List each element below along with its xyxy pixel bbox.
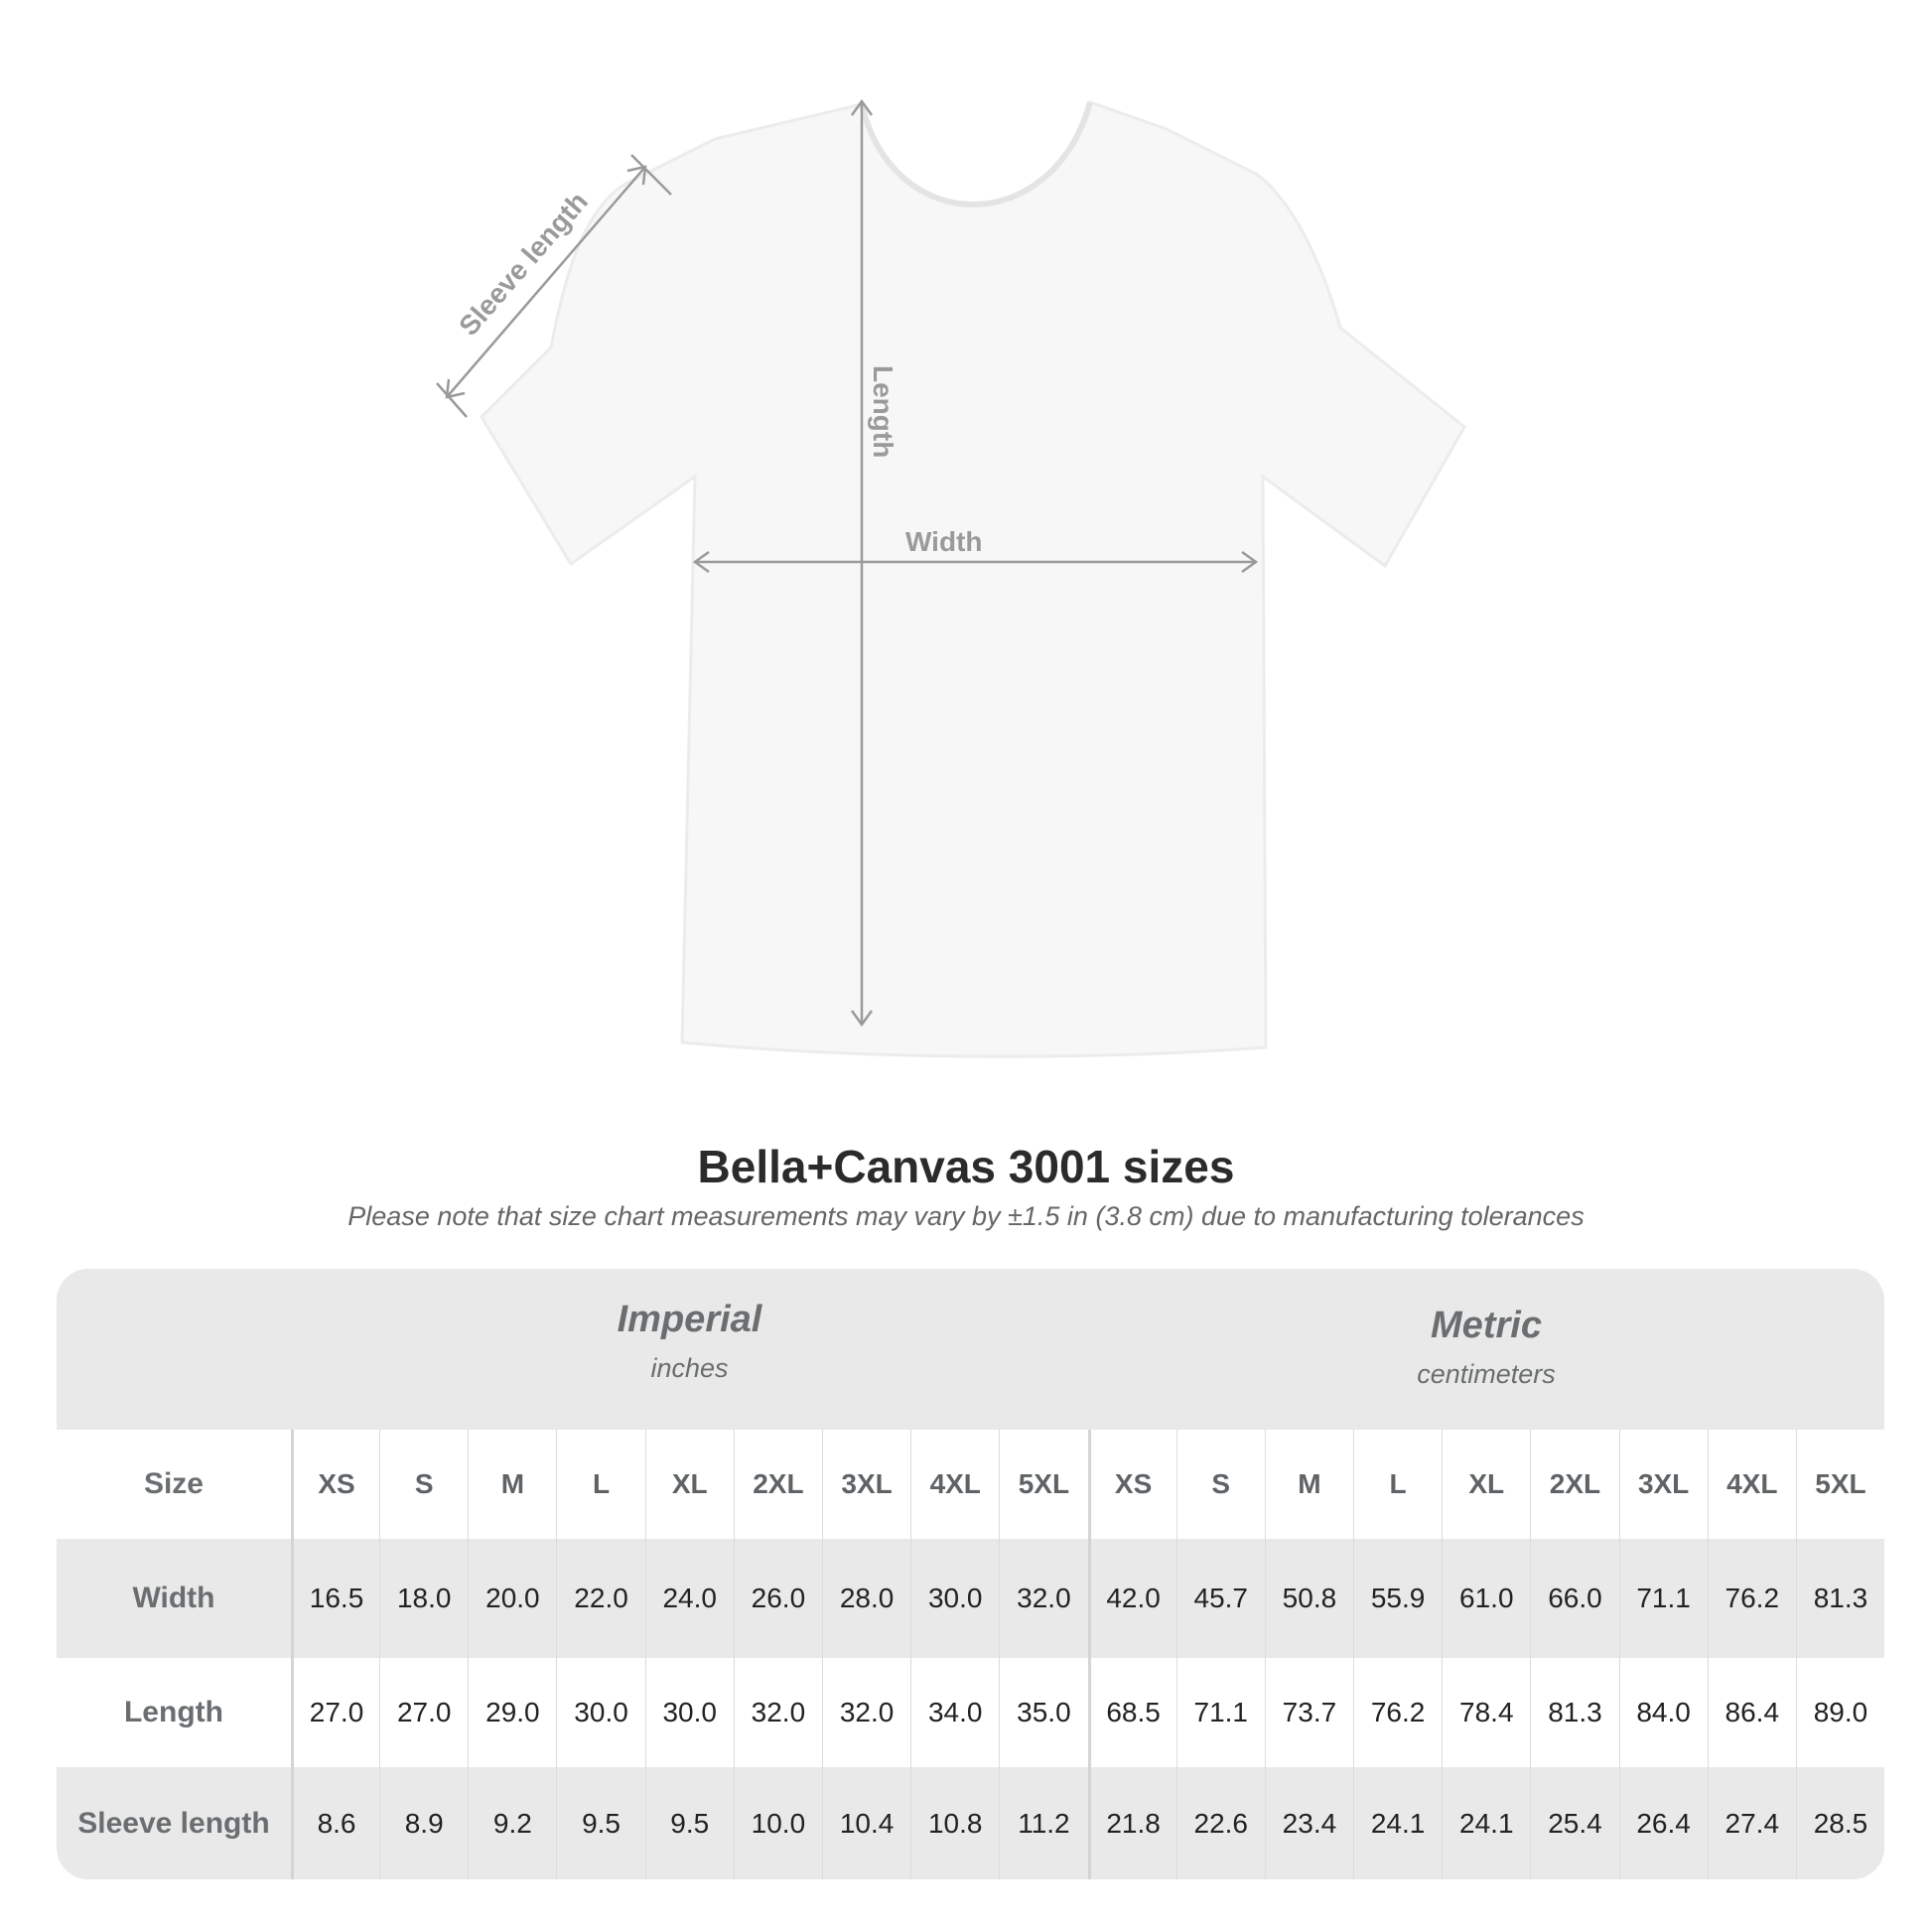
metric-value: 66.0 [1530, 1539, 1618, 1658]
size-imperial-2xl: 2XL [733, 1430, 822, 1539]
size-imperial-3xl: 3XL [821, 1430, 910, 1539]
imperial-value: 27.0 [290, 1658, 379, 1767]
imperial-value: 20.0 [468, 1539, 556, 1658]
table-row: Sleeve length 8.6 8.9 9.2 9.5 9.5 10.0 10.4 10.8… [57, 1767, 1884, 1879]
metric-value: 86.4 [1707, 1658, 1796, 1767]
size-imperial-xl: XL [644, 1430, 734, 1539]
metric-value: 45.7 [1175, 1539, 1265, 1658]
metric-value: 61.0 [1442, 1539, 1530, 1658]
metric-value: 22.6 [1175, 1767, 1265, 1879]
metric-title: Metric [1431, 1305, 1542, 1346]
size-metric-3xl: 3XL [1618, 1430, 1708, 1539]
metric-value: 73.7 [1264, 1658, 1353, 1767]
size-metric-s: S [1175, 1430, 1265, 1539]
metric-value: 78.4 [1442, 1658, 1530, 1767]
size-imperial-m: M [468, 1430, 556, 1539]
metric-value: 71.1 [1175, 1658, 1265, 1767]
metric-value: 26.4 [1618, 1767, 1708, 1879]
imperial-value: 9.2 [468, 1767, 556, 1879]
size-imperial-5xl: 5XL [999, 1430, 1087, 1539]
size-imperial-xs: XS [290, 1430, 379, 1539]
metric-value: 84.0 [1618, 1658, 1708, 1767]
metric-value: 76.2 [1707, 1539, 1796, 1658]
metric-group: Metric centimeters [1088, 1305, 1884, 1390]
size-table: Imperial inches Metric centimeters Size X… [57, 1269, 1884, 1879]
table-row: Width 16.5 18.0 20.0 22.0 24.0 26.0 28.0 30.0 32.… [57, 1539, 1884, 1658]
imperial-value: 35.0 [999, 1658, 1087, 1767]
metric-value: 89.0 [1795, 1658, 1884, 1767]
imperial-value: 8.9 [379, 1767, 468, 1879]
imperial-value: 10.8 [910, 1767, 999, 1879]
imperial-value: 30.0 [910, 1539, 999, 1658]
imperial-value: 32.0 [733, 1658, 822, 1767]
imperial-value: 32.0 [821, 1658, 910, 1767]
metric-value: 50.8 [1264, 1539, 1353, 1658]
imperial-value: 30.0 [644, 1658, 734, 1767]
row-label: Sleeve length [77, 1806, 270, 1840]
tshirt-shape [480, 100, 1466, 1058]
table-row: Length 27.0 27.0 29.0 30.0 30.0 32.0 32.0 34.0 35… [57, 1658, 1884, 1767]
imperial-value: 10.4 [821, 1767, 910, 1879]
page-title: Bella+Canvas 3001 sizes [697, 1141, 1235, 1192]
metric-unit: centimeters [1417, 1359, 1556, 1389]
imperial-value: 26.0 [733, 1539, 822, 1658]
metric-value: 27.4 [1707, 1767, 1796, 1879]
width-label: Width [905, 526, 983, 557]
imperial-value: 9.5 [556, 1767, 644, 1879]
imperial-value: 28.0 [821, 1539, 910, 1658]
tshirt-diagram: Sleeve length Length Width [436, 98, 1466, 1058]
length-label: Length [868, 365, 898, 458]
metric-value: 55.9 [1353, 1539, 1442, 1658]
metric-value: 21.8 [1087, 1767, 1176, 1879]
imperial-value: 27.0 [379, 1658, 468, 1767]
tolerance-note: Please note that size chart measurements… [347, 1201, 1585, 1231]
metric-value: 81.3 [1530, 1658, 1618, 1767]
size-metric-4xl: 4XL [1707, 1430, 1796, 1539]
imperial-value: 11.2 [999, 1767, 1087, 1879]
metric-value: 42.0 [1087, 1539, 1176, 1658]
imperial-value: 30.0 [556, 1658, 644, 1767]
metric-value: 28.5 [1795, 1767, 1884, 1879]
imperial-value: 8.6 [290, 1767, 379, 1879]
size-metric-xl: XL [1442, 1430, 1530, 1539]
row-label: Length [123, 1696, 223, 1728]
size-metric-5xl: 5XL [1795, 1430, 1884, 1539]
metric-value: 81.3 [1795, 1539, 1884, 1658]
imperial-value: 32.0 [999, 1539, 1087, 1658]
imperial-value: 10.0 [733, 1767, 822, 1879]
size-imperial-4xl: 4XL [910, 1430, 999, 1539]
imperial-value: 29.0 [468, 1658, 556, 1767]
row-label: Width [132, 1582, 215, 1614]
size-metric-2xl: 2XL [1530, 1430, 1618, 1539]
imperial-unit: inches [650, 1353, 729, 1383]
metric-value: 24.1 [1442, 1767, 1530, 1879]
size-header-row: Size XS S M L XL 2XL 3XL 4XL 5XL XS S M L XL 2XL 3XL 4XL 5… [57, 1430, 1884, 1539]
imperial-group: Imperial inches [291, 1299, 1088, 1384]
size-label: Size [143, 1467, 204, 1500]
size-metric-l: L [1353, 1430, 1442, 1539]
metric-value: 24.1 [1353, 1767, 1442, 1879]
metric-value: 76.2 [1353, 1658, 1442, 1767]
imperial-value: 16.5 [290, 1539, 379, 1658]
imperial-value: 22.0 [556, 1539, 644, 1658]
metric-value: 23.4 [1264, 1767, 1353, 1879]
size-imperial-l: L [556, 1430, 644, 1539]
size-metric-m: M [1264, 1430, 1353, 1539]
imperial-title: Imperial [617, 1299, 762, 1340]
metric-value: 71.1 [1618, 1539, 1708, 1658]
imperial-value: 34.0 [910, 1658, 999, 1767]
unit-header: Imperial inches Metric centimeters [57, 1269, 1884, 1430]
imperial-value: 24.0 [644, 1539, 734, 1658]
metric-value: 25.4 [1530, 1767, 1618, 1879]
imperial-value: 18.0 [379, 1539, 468, 1658]
size-imperial-s: S [379, 1430, 468, 1539]
metric-value: 68.5 [1087, 1658, 1176, 1767]
size-metric-xs: XS [1087, 1430, 1176, 1539]
imperial-value: 9.5 [644, 1767, 734, 1879]
